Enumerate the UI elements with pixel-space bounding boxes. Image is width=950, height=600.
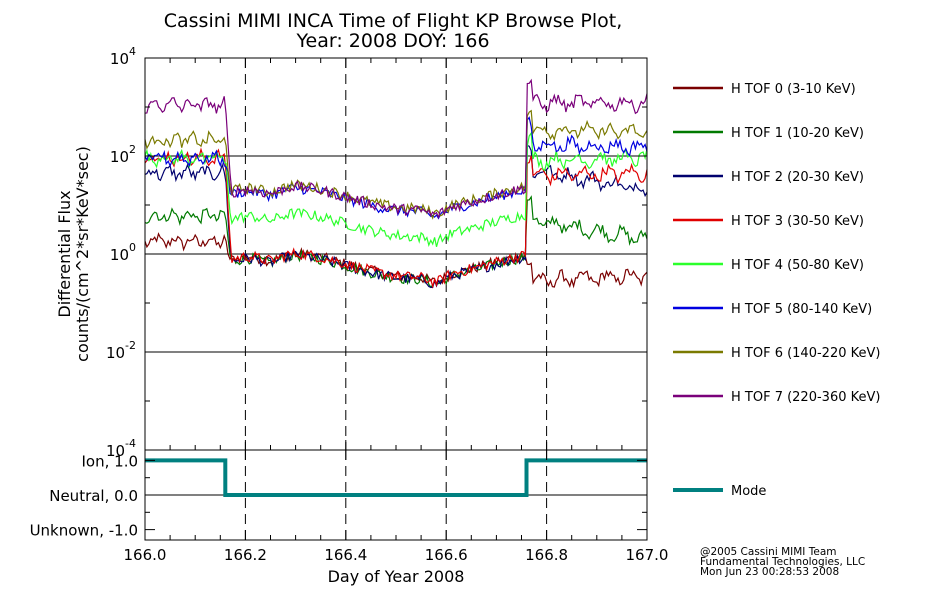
x-tick-label: 166.4 bbox=[324, 546, 367, 564]
credit-line-3: Mon Jun 23 00:28:53 2008 bbox=[700, 566, 839, 578]
x-tick-label: 166.6 bbox=[425, 546, 468, 564]
mode-y-tick-label: Ion, 1.0 bbox=[82, 452, 139, 470]
x-tick-label: 166.8 bbox=[525, 546, 568, 564]
flux-y-tick-label: 100 bbox=[110, 241, 136, 264]
legend-label: H TOF 5 (80-140 KeV) bbox=[731, 302, 872, 317]
legend-label: H TOF 0 (3-10 KeV) bbox=[731, 82, 856, 97]
x-tick-label: 166.0 bbox=[124, 546, 167, 564]
flux-y-tick-label: 102 bbox=[110, 143, 136, 166]
mode-y-tick-label: Neutral, 0.0 bbox=[49, 487, 138, 505]
legend-label: H TOF 6 (140-220 KeV) bbox=[731, 346, 880, 361]
credit-line-2: Fundamental Technologies, LLC bbox=[700, 556, 865, 568]
flux-series-line bbox=[144, 116, 648, 220]
legend-label: H TOF 4 (50-80 KeV) bbox=[731, 258, 864, 273]
legend-label: H TOF 7 (220-360 KeV) bbox=[731, 390, 880, 405]
mode-series-line bbox=[145, 458, 647, 497]
flux-series-line bbox=[144, 78, 648, 220]
x-tick-label: 166.2 bbox=[224, 546, 267, 564]
legend: H TOF 0 (3-10 KeV) H TOF 1 (10-20 KeV) H T… bbox=[673, 82, 880, 499]
mode-panel: Ion, 1.0 Neutral, 0.0 Unknown, -1.0 bbox=[30, 449, 648, 541]
flux-series-line bbox=[144, 131, 648, 247]
chart-title-line-2: Year: 2008 DOY: 166 bbox=[295, 30, 489, 52]
y-axis-label-line-2: counts/(cm^2*sr*KeV*sec) bbox=[73, 146, 92, 362]
flux-y-tick-label: 10-2 bbox=[106, 339, 136, 362]
x-tick-label: 167.0 bbox=[626, 546, 669, 564]
flux-series-line bbox=[144, 147, 648, 289]
legend-label: H TOF 3 (30-50 KeV) bbox=[731, 214, 864, 229]
mode-y-tick-label: Unknown, -1.0 bbox=[30, 522, 138, 540]
legend-label: H TOF 2 (20-30 KeV) bbox=[731, 170, 864, 185]
legend-label-mode: Mode bbox=[731, 484, 766, 499]
y-axis-label-line-1: Differential Flux bbox=[55, 190, 74, 317]
legend-label: H TOF 1 (10-20 KeV) bbox=[731, 126, 864, 141]
flux-series-line bbox=[144, 232, 648, 289]
credits: @2005 Cassini MIMI Team Fundamental Tech… bbox=[700, 546, 865, 578]
flux-y-tick-label: 104 bbox=[110, 45, 136, 68]
credit-line-1: @2005 Cassini MIMI Team bbox=[700, 546, 837, 558]
chart-title-line-1: Cassini MIMI INCA Time of Flight KP Brow… bbox=[164, 10, 623, 32]
x-axis-label: Day of Year 2008 bbox=[328, 567, 465, 586]
